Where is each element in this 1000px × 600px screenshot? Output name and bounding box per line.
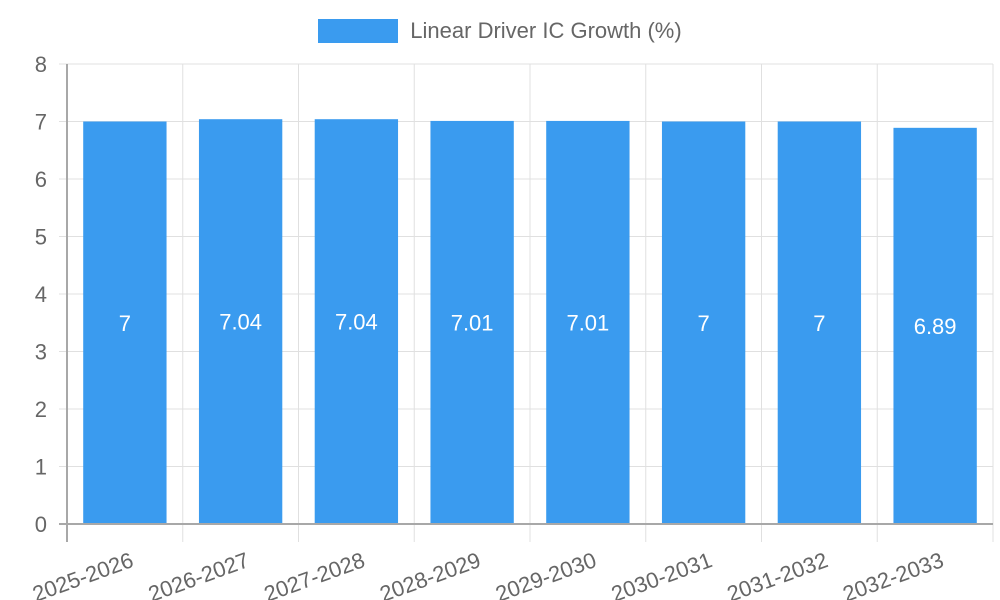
y-tick-label: 6 — [35, 167, 47, 192]
bar[interactable] — [198, 119, 283, 524]
x-tick-label: 2031-2032 — [724, 547, 831, 600]
bar-value-label: 7 — [813, 311, 825, 336]
x-axis-ticks: 2025-2026 2026-2027 2027-2028 2028-2029 2029… — [29, 547, 947, 600]
y-tick-label: 5 — [35, 225, 47, 250]
bar-value-label: 7 — [698, 311, 710, 336]
bar-value-label: 7 — [119, 311, 131, 336]
bar[interactable] — [661, 121, 746, 525]
bar-value-label: 7.01 — [566, 310, 609, 335]
x-tick-label: 2027-2028 — [261, 547, 368, 600]
x-tick-label: 2025-2026 — [29, 547, 136, 600]
legend-label[interactable]: Linear Driver IC Growth (%) — [410, 18, 682, 43]
y-axis-ticks: 0 1 2 3 4 5 6 7 8 — [35, 52, 47, 537]
bar-value-label: 6.89 — [914, 314, 957, 339]
y-tick-label: 7 — [35, 110, 47, 135]
y-tick-label: 4 — [35, 282, 47, 307]
bar-value-label: 7.04 — [219, 310, 262, 335]
bar[interactable] — [777, 121, 862, 525]
bar[interactable] — [546, 120, 630, 525]
bar[interactable] — [314, 119, 399, 524]
chart-legend: Linear Driver IC Growth (%) — [0, 18, 1000, 44]
bar[interactable] — [83, 121, 167, 525]
bars — [83, 119, 977, 525]
x-tick-label: 2030-2031 — [608, 547, 715, 600]
y-tick-label: 3 — [35, 340, 47, 365]
bar-value-labels: 7 7.04 7.04 7.01 7.01 7 7 6.89 — [119, 310, 957, 339]
y-tick-label: 0 — [35, 512, 47, 537]
bar[interactable] — [430, 120, 514, 525]
bar[interactable] — [893, 127, 977, 524]
x-tick-label: 2028-2029 — [376, 547, 483, 600]
axes — [59, 64, 993, 542]
y-tick-label: 1 — [35, 455, 47, 480]
bar-value-label: 7.01 — [451, 310, 494, 335]
x-tick-label: 2026-2027 — [145, 547, 252, 600]
bar-value-label: 7.04 — [335, 310, 378, 335]
y-tick-label: 8 — [35, 52, 47, 77]
x-tick-label: 2029-2030 — [492, 547, 599, 600]
legend-swatch[interactable] — [318, 19, 399, 43]
y-tick-label: 2 — [35, 397, 47, 422]
x-tick-label: 2032-2033 — [839, 547, 946, 600]
